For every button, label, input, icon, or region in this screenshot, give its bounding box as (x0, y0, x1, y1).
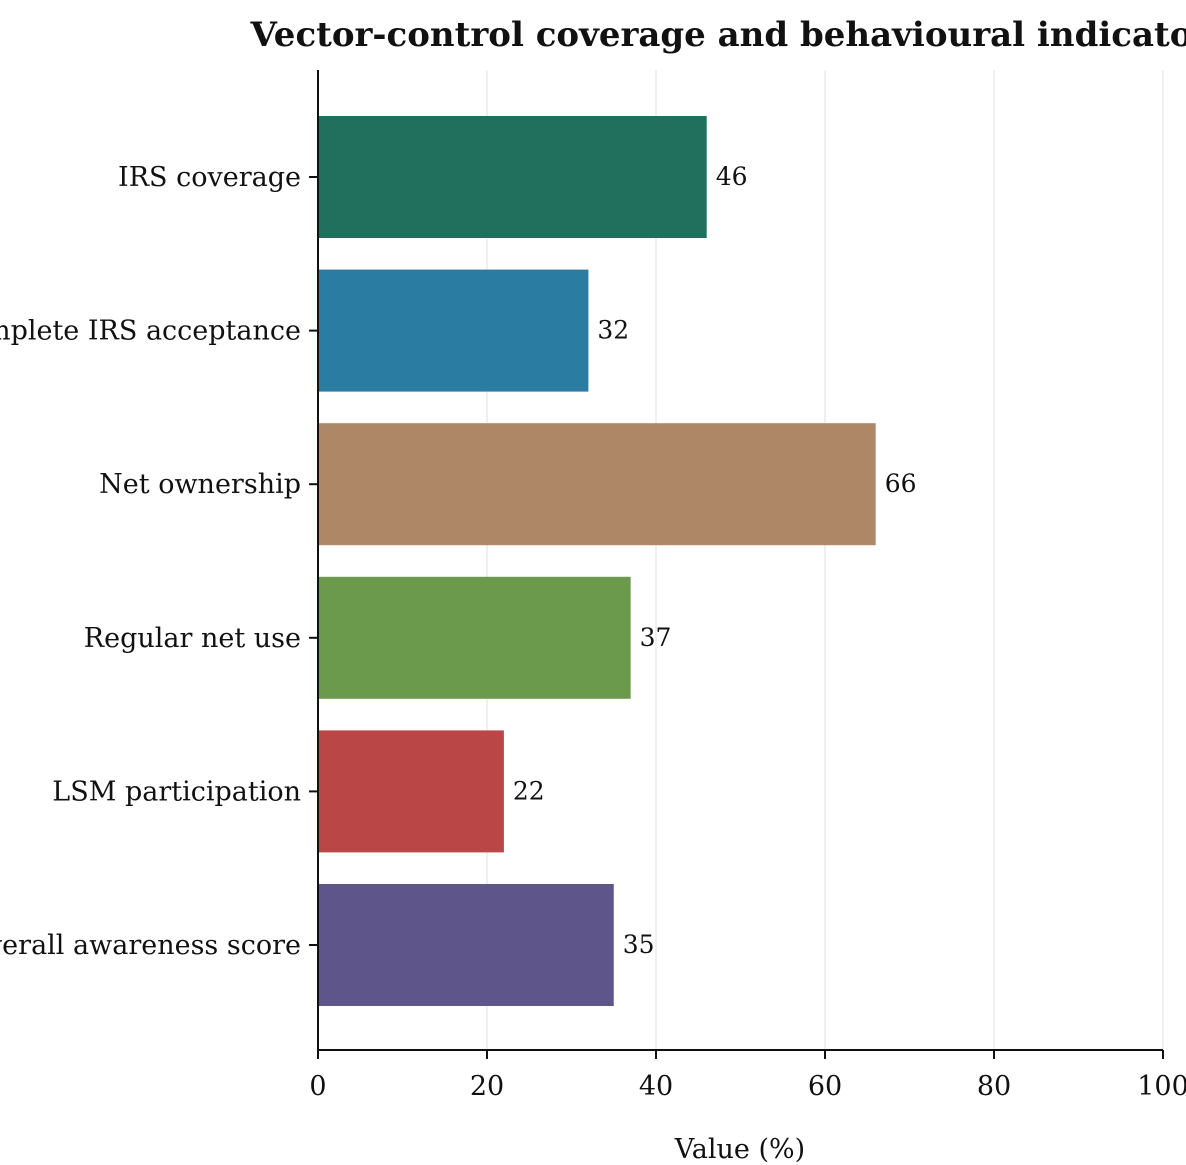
bar-4 (318, 576, 631, 699)
x-tick-label-0: 0 (309, 1071, 326, 1102)
bar-6 (318, 884, 614, 1006)
x-tick-label-20: 20 (470, 1071, 504, 1102)
bars: 46 32 66 37 22 35 (318, 116, 917, 1006)
x-tick-label-80: 80 (977, 1071, 1011, 1102)
value-label-6: 35 (623, 930, 655, 959)
chart-title: Vector-control coverage and behavioural … (250, 15, 1186, 55)
category-label-6: Overall awareness score (0, 930, 301, 961)
value-label-3: 66 (885, 469, 917, 498)
bar-3 (318, 423, 876, 546)
category-label-1: IRS coverage (118, 162, 301, 193)
x-tick-label-40: 40 (639, 1071, 673, 1102)
bar-5 (318, 730, 504, 853)
category-label-4: Regular net use (84, 623, 301, 654)
category-label-5: LSM participation (52, 776, 301, 807)
value-label-1: 46 (716, 162, 748, 191)
bar-1 (318, 116, 707, 238)
x-tick-label-60: 60 (808, 1071, 842, 1102)
value-label-2: 32 (597, 316, 629, 345)
bar-2 (318, 269, 589, 392)
axes: IRS coverage Complete IRS acceptance Net o… (0, 70, 1186, 1102)
x-axis-title: Value (%) (674, 1134, 805, 1165)
value-label-5: 22 (513, 776, 545, 805)
x-tick-label-100: 100 (1137, 1071, 1186, 1102)
category-label-2: Complete IRS acceptance (0, 316, 301, 347)
category-label-3: Net ownership (99, 469, 301, 500)
value-label-4: 37 (640, 623, 672, 652)
